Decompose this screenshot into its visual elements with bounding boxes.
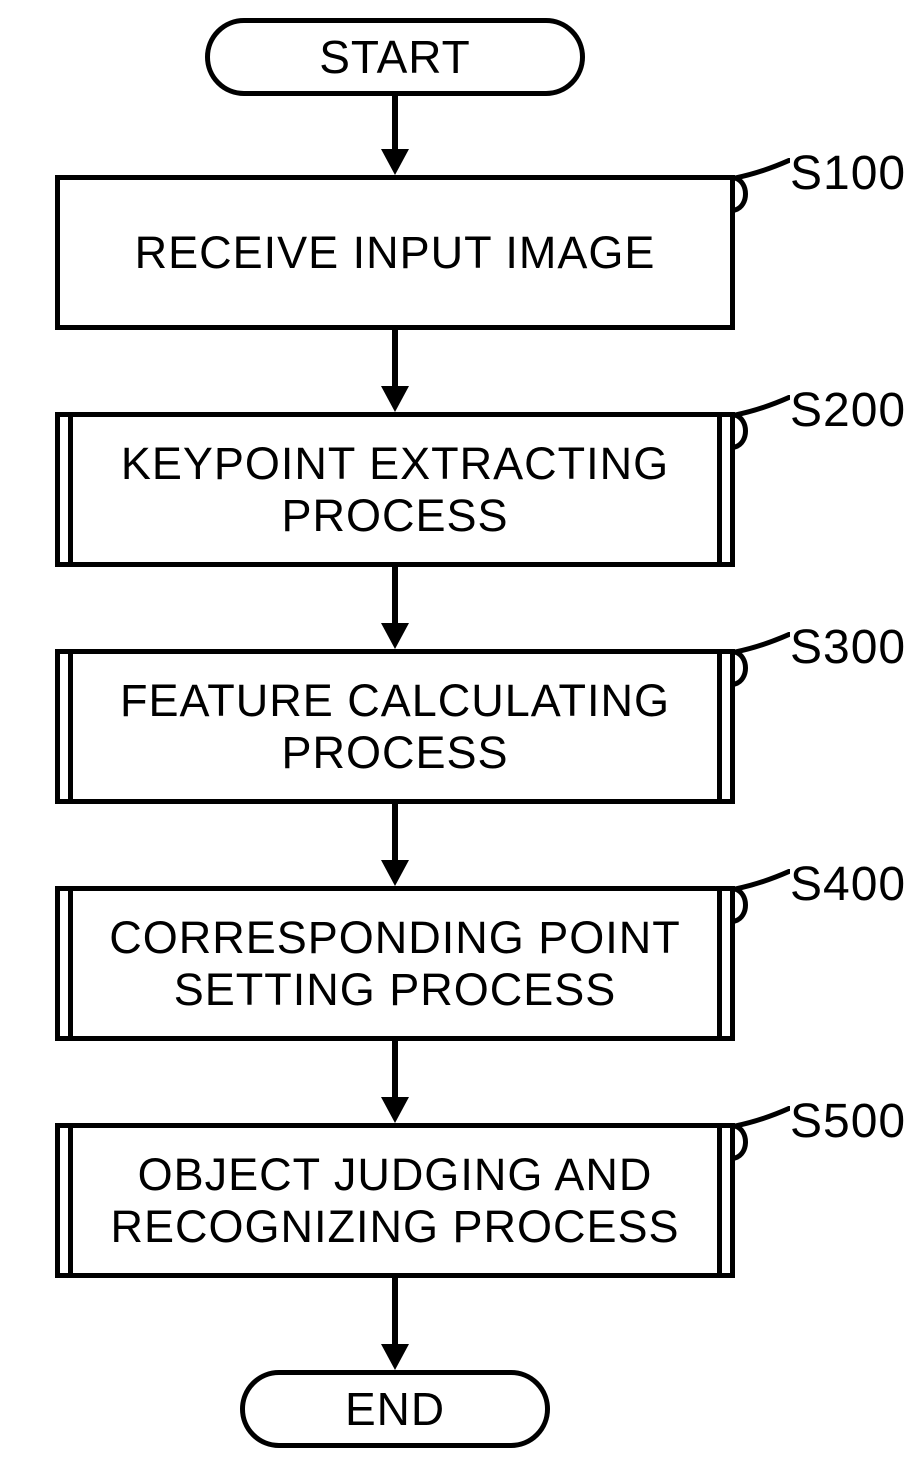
step-callout-label: S500 bbox=[790, 1094, 906, 1149]
predefined-bar-left bbox=[68, 1128, 73, 1273]
step-callout-label: S100 bbox=[790, 146, 906, 201]
process-s400-label: CORRESPONDING POINT SETTING PROCESS bbox=[79, 912, 711, 1016]
terminator-end: END bbox=[240, 1370, 550, 1448]
process-s100-label: RECEIVE INPUT IMAGE bbox=[105, 227, 686, 279]
step-callout-hook bbox=[735, 395, 790, 477]
terminator-start: START bbox=[205, 18, 585, 96]
step-callout-hook bbox=[735, 1106, 790, 1188]
step-callout-label: S300 bbox=[790, 620, 906, 675]
predefined-bar-right bbox=[717, 891, 722, 1036]
predefined-bar-right bbox=[717, 1128, 722, 1273]
process-s200-label: KEYPOINT EXTRACTING PROCESS bbox=[91, 438, 699, 542]
process-s200: KEYPOINT EXTRACTING PROCESS bbox=[55, 412, 735, 567]
process-s400: CORRESPONDING POINT SETTING PROCESS bbox=[55, 886, 735, 1041]
terminator-end-label: END bbox=[345, 1382, 445, 1436]
predefined-bar-left bbox=[68, 891, 73, 1036]
process-s300-label: FEATURE CALCULATING PROCESS bbox=[90, 675, 700, 779]
process-s300: FEATURE CALCULATING PROCESS bbox=[55, 649, 735, 804]
predefined-bar-right bbox=[717, 417, 722, 562]
step-callout-label: S400 bbox=[790, 857, 906, 912]
step-callout-hook bbox=[735, 158, 790, 240]
process-s100: RECEIVE INPUT IMAGE bbox=[55, 175, 735, 330]
process-s500-label: OBJECT JUDGING AND RECOGNIZING PROCESS bbox=[80, 1149, 709, 1253]
process-s500: OBJECT JUDGING AND RECOGNIZING PROCESS bbox=[55, 1123, 735, 1278]
flowchart-container: START RECEIVE INPUT IMAGE KEYPOINT EXTRA… bbox=[0, 0, 922, 1465]
step-callout-label: S200 bbox=[790, 383, 906, 438]
terminator-start-label: START bbox=[319, 30, 471, 84]
predefined-bar-left bbox=[68, 417, 73, 562]
step-callout-hook bbox=[735, 632, 790, 714]
predefined-bar-right bbox=[717, 654, 722, 799]
step-callout-hook bbox=[735, 869, 790, 951]
predefined-bar-left bbox=[68, 654, 73, 799]
